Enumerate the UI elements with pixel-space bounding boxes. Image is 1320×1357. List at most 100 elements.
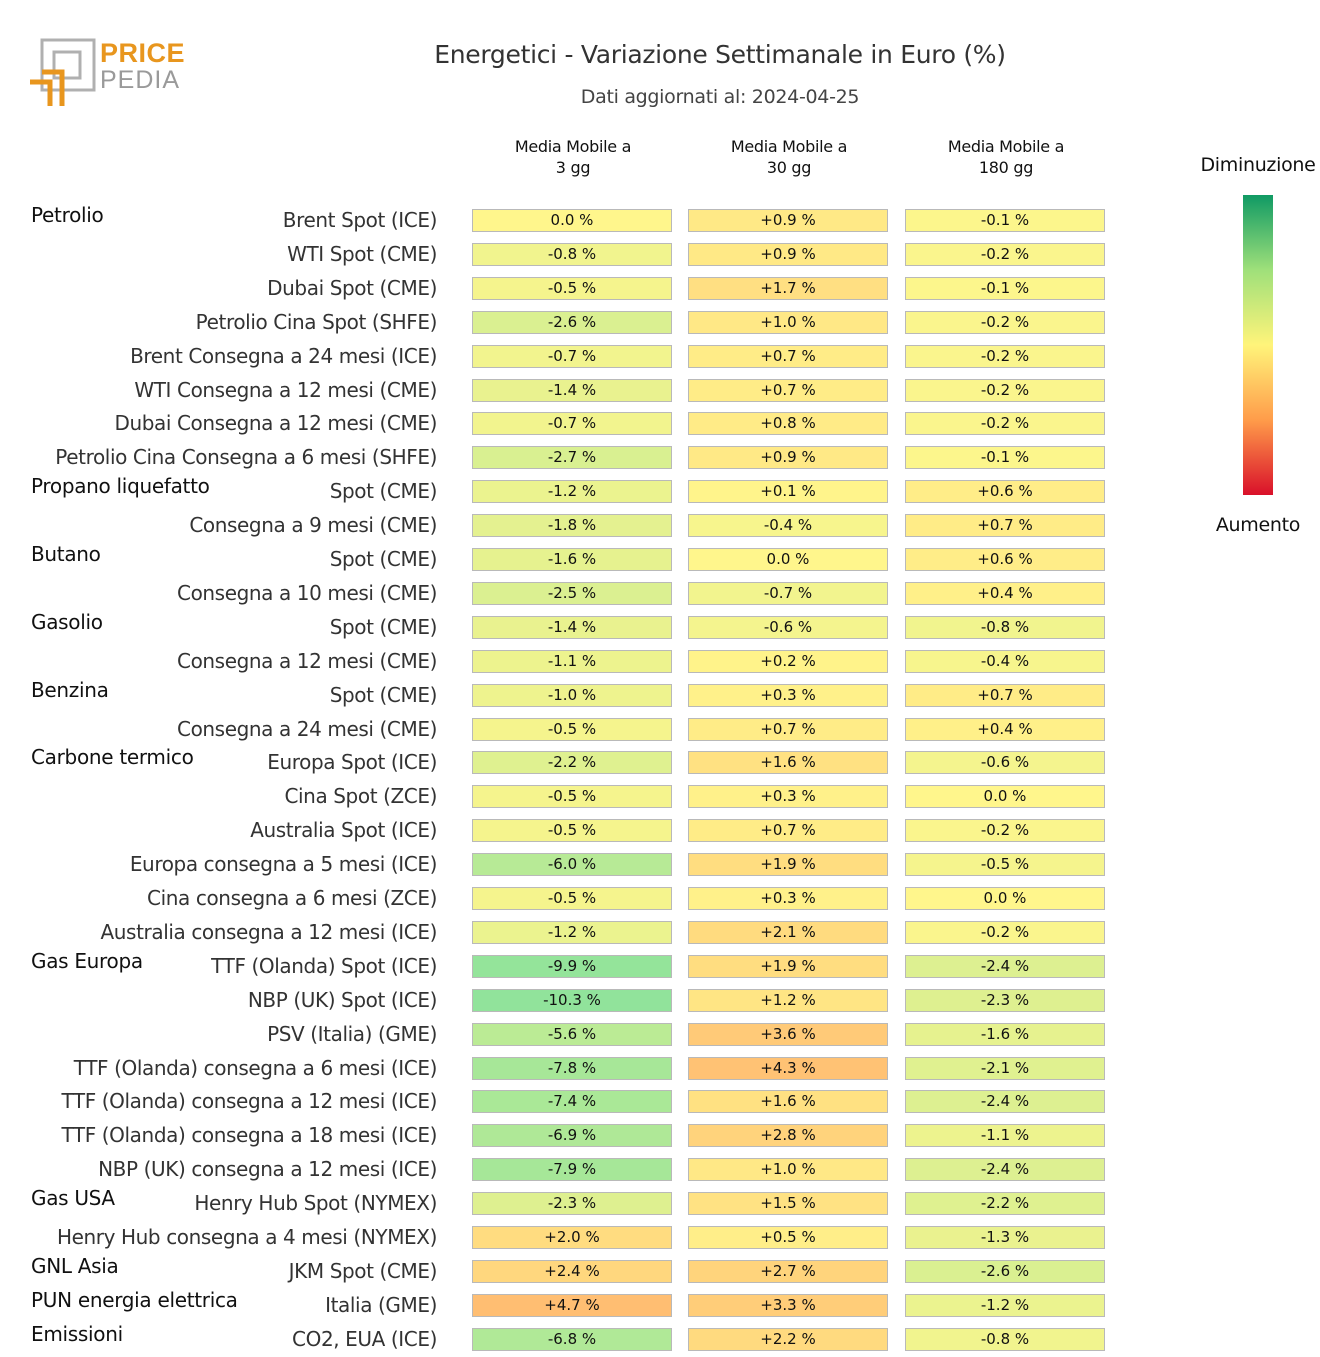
heatmap-cell: -0.2 % — [905, 378, 1105, 402]
heatmap-cell: -0.1 % — [905, 446, 1105, 470]
row-label: PSV (Italia) (GME) — [267, 1021, 437, 1046]
heatmap-cell: -6.9 % — [472, 1124, 672, 1148]
group-label: Emissioni — [31, 1321, 123, 1346]
heatmap-cell: -0.2 % — [905, 310, 1105, 334]
heatmap-cell: -2.5 % — [472, 581, 672, 605]
heatmap-cell: -0.5 % — [472, 276, 672, 300]
logo-text-price: PRICE — [100, 38, 186, 68]
heatmap-cell: -0.8 % — [472, 242, 672, 266]
row-label: Consegna a 10 mesi (CME) — [177, 580, 437, 605]
heatmap-cell: +0.8 % — [688, 412, 888, 436]
heatmap-cell: +1.9 % — [688, 954, 888, 978]
heatmap-cell: +0.9 % — [688, 446, 888, 470]
heatmap-cell: -2.3 % — [905, 988, 1105, 1012]
heatmap-cell: +2.8 % — [688, 1124, 888, 1148]
heatmap-cell: +0.6 % — [905, 548, 1105, 571]
heatmap-cell: +1.6 % — [688, 751, 888, 775]
row-label: TTF (Olanda) consegna a 12 mesi (ICE) — [61, 1089, 437, 1114]
heatmap-cell: 0.0 % — [472, 209, 672, 232]
heatmap-cell: +2.0 % — [472, 1226, 672, 1249]
heatmap-cell: +0.1 % — [688, 480, 888, 504]
heatmap-cell: -0.4 % — [688, 514, 888, 538]
group-label: Benzina — [31, 677, 109, 702]
heatmap-cell: -0.1 % — [905, 276, 1105, 300]
heatmap-cell: +1.0 % — [688, 1158, 888, 1182]
heatmap-cell: +0.9 % — [688, 209, 888, 232]
heatmap-cell: -0.2 % — [905, 242, 1105, 266]
row-label: Dubai Consegna a 12 mesi (CME) — [114, 411, 437, 436]
row-label: WTI Consegna a 12 mesi (CME) — [134, 377, 437, 402]
heatmap-cell: -2.6 % — [905, 1259, 1105, 1283]
group-label: Carbone termico — [31, 745, 194, 770]
row-label: TTF (Olanda) consegna a 18 mesi (ICE) — [61, 1123, 437, 1148]
heatmap-cell: -7.9 % — [472, 1158, 672, 1182]
heatmap-cell: -2.4 % — [905, 1090, 1105, 1114]
row-label: Petrolio Cina Consegna a 6 mesi (SHFE) — [55, 445, 437, 470]
row-label: Spot (CME) — [329, 682, 438, 707]
row-label: TTF (Olanda) Spot (ICE) — [211, 953, 437, 978]
row-label: Europa Spot (ICE) — [267, 750, 437, 775]
heatmap-cell: -1.2 % — [905, 1293, 1105, 1317]
heatmap-cell: -1.2 % — [472, 480, 672, 504]
heatmap-cell: +0.3 % — [688, 785, 888, 809]
heatmap-cell: +2.1 % — [688, 920, 888, 944]
heatmap-cell: +0.6 % — [905, 480, 1105, 504]
heatmap-cell: +0.7 % — [905, 683, 1105, 707]
heatmap-cell: -1.1 % — [472, 649, 672, 673]
heatmap-cell: -0.5 % — [472, 819, 672, 843]
heatmap-cell: -0.2 % — [905, 344, 1105, 368]
heatmap-cell: -0.2 % — [905, 412, 1105, 436]
heatmap-cell: +0.7 % — [688, 378, 888, 402]
group-label: Propano liquefatto — [31, 474, 210, 499]
heatmap-cell: +0.7 % — [688, 717, 888, 741]
legend-color-scale — [1243, 195, 1273, 495]
legend-bottom-label: Aumento — [1215, 514, 1301, 536]
group-label: Gas Europa — [31, 948, 143, 973]
row-label: Cina Spot (ZCE) — [284, 784, 437, 809]
heatmap-cell: +3.6 % — [688, 1022, 888, 1046]
heatmap-cell: -0.8 % — [905, 1327, 1105, 1351]
heatmap-cell: +2.2 % — [688, 1327, 888, 1351]
chart-subtitle: Dati aggiornati al: 2024-04-25 — [580, 86, 860, 108]
heatmap-cell: +0.7 % — [688, 344, 888, 368]
row-label: Spot (CME) — [329, 479, 438, 504]
row-label: CO2, EUA (ICE) — [292, 1326, 437, 1351]
heatmap-cell: -7.8 % — [472, 1056, 672, 1080]
heatmap-cell: +0.3 % — [688, 683, 888, 707]
heatmap-cell: -2.6 % — [472, 310, 672, 334]
heatmap-cell: -1.6 % — [905, 1022, 1105, 1046]
heatmap-cell: -0.5 % — [472, 717, 672, 741]
row-label: Australia consegna a 12 mesi (ICE) — [100, 919, 438, 944]
row-label: Brent Spot (ICE) — [282, 208, 438, 232]
row-label: Spot (CME) — [329, 614, 438, 639]
legend-top-label: Diminuzione — [1200, 154, 1316, 176]
heatmap-cell: -0.7 % — [472, 412, 672, 436]
group-label: Gasolio — [31, 609, 103, 634]
heatmap-cell: -0.5 % — [472, 785, 672, 809]
heatmap-cell: -1.4 % — [472, 615, 672, 639]
heatmap-cell: -6.0 % — [472, 853, 672, 877]
heatmap-cell: -2.7 % — [472, 446, 672, 470]
heatmap-cell: -6.8 % — [472, 1327, 672, 1351]
heatmap-cell: +1.9 % — [688, 853, 888, 877]
heatmap-cell: -0.5 % — [905, 853, 1105, 877]
heatmap-cell: -1.8 % — [472, 514, 672, 538]
heatmap-cell: -0.2 % — [905, 819, 1105, 843]
heatmap-cell: -2.4 % — [905, 954, 1105, 978]
row-label: Brent Consegna a 24 mesi (ICE) — [130, 343, 437, 368]
heatmap-cell: -0.1 % — [905, 209, 1105, 232]
row-label: Italia (GME) — [325, 1292, 437, 1317]
heatmap-cell: +1.2 % — [688, 988, 888, 1012]
heatmap-cell: +2.7 % — [688, 1259, 888, 1283]
column-header-2: Media Mobile a 30 gg — [730, 137, 848, 177]
row-label: Spot (CME) — [329, 547, 438, 571]
heatmap-cell: +0.5 % — [688, 1226, 888, 1249]
row-label: Australia Spot (ICE) — [250, 818, 437, 843]
heatmap-cell: 0.0 % — [905, 785, 1105, 809]
heatmap-cell: -0.8 % — [905, 615, 1105, 639]
row-label: Consegna a 9 mesi (CME) — [189, 513, 437, 538]
heatmap-cell: +0.2 % — [688, 649, 888, 673]
heatmap-cell: -0.6 % — [905, 751, 1105, 775]
heatmap-cell: -1.1 % — [905, 1124, 1105, 1148]
heatmap-cell: -1.3 % — [905, 1226, 1105, 1249]
